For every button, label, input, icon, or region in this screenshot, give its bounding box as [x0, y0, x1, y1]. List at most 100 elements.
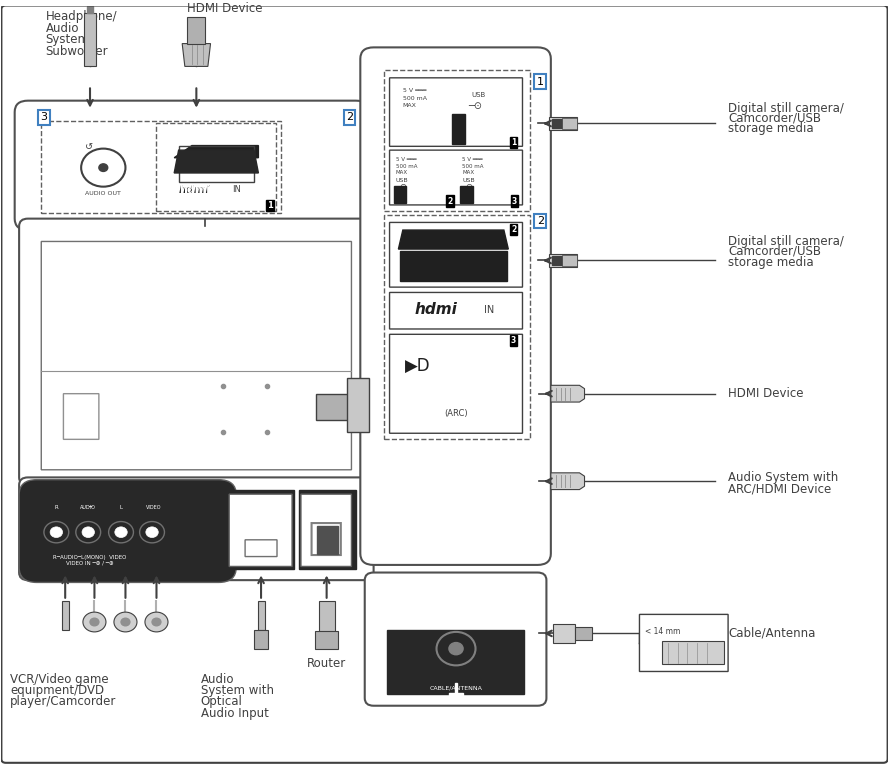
Polygon shape: [347, 379, 369, 432]
Text: 5 V ═══: 5 V ═══: [403, 88, 426, 93]
Text: Router: Router: [307, 657, 347, 670]
Polygon shape: [552, 119, 562, 127]
Text: AUDIO: AUDIO: [80, 505, 96, 511]
Text: Optical: Optical: [201, 695, 243, 708]
Circle shape: [114, 612, 137, 632]
Circle shape: [145, 612, 168, 632]
Polygon shape: [263, 478, 285, 488]
Text: storage media: storage media: [728, 122, 813, 135]
Text: Audio: Audio: [45, 22, 79, 35]
Text: VCR/Video game: VCR/Video game: [11, 673, 108, 686]
Circle shape: [449, 643, 463, 655]
Circle shape: [99, 164, 108, 171]
Polygon shape: [661, 641, 724, 664]
Polygon shape: [455, 683, 457, 696]
Polygon shape: [452, 114, 465, 144]
FancyBboxPatch shape: [19, 480, 236, 582]
Text: AUDIO OUT: AUDIO OUT: [85, 191, 121, 196]
Text: player/Camcorder: player/Camcorder: [11, 695, 116, 708]
Text: AUDIO OUT: AUDIO OUT: [245, 531, 276, 536]
Text: MAX: MAX: [396, 170, 408, 175]
Circle shape: [108, 521, 133, 543]
FancyBboxPatch shape: [389, 150, 523, 205]
Polygon shape: [551, 473, 585, 489]
Polygon shape: [562, 255, 578, 266]
Polygon shape: [400, 250, 507, 281]
FancyBboxPatch shape: [41, 241, 351, 470]
Polygon shape: [174, 146, 259, 157]
Text: equipment/DVD: equipment/DVD: [11, 684, 104, 697]
Polygon shape: [315, 631, 338, 649]
Text: 1: 1: [267, 201, 273, 210]
Text: Subwoofer: Subwoofer: [45, 45, 108, 58]
Text: VIDEO IN ─⊕ / ─⊕: VIDEO IN ─⊕ / ─⊕: [66, 561, 114, 566]
Text: 2: 2: [511, 225, 517, 233]
Circle shape: [140, 521, 164, 543]
Polygon shape: [182, 44, 211, 66]
Text: HDMI Device: HDMI Device: [188, 2, 263, 15]
Circle shape: [115, 527, 127, 538]
Circle shape: [44, 521, 68, 543]
FancyBboxPatch shape: [364, 572, 547, 706]
Text: 2: 2: [346, 112, 353, 122]
Polygon shape: [394, 186, 406, 204]
Polygon shape: [316, 394, 360, 420]
Bar: [156, 124, 276, 211]
Text: Digital still camera/: Digital still camera/: [728, 235, 844, 248]
Text: DIGITAL: DIGITAL: [249, 522, 273, 527]
Circle shape: [83, 612, 106, 632]
Bar: [41, 121, 281, 213]
FancyBboxPatch shape: [245, 540, 277, 557]
Text: ─⊙: ─⊙: [469, 101, 483, 111]
Text: IN: IN: [232, 185, 241, 194]
Text: ─⊙: ─⊙: [461, 182, 473, 191]
FancyBboxPatch shape: [389, 78, 523, 147]
Polygon shape: [549, 117, 578, 131]
Polygon shape: [61, 601, 68, 630]
Text: USB: USB: [471, 91, 485, 98]
Text: 5 V ═══: 5 V ═══: [462, 157, 483, 162]
Text: 3: 3: [512, 197, 517, 206]
Text: < 14 mm: < 14 mm: [645, 627, 680, 636]
Polygon shape: [76, 478, 99, 488]
Circle shape: [146, 527, 158, 538]
Text: Camcorder/USB: Camcorder/USB: [728, 111, 821, 124]
Text: (ARC): (ARC): [444, 409, 468, 418]
Polygon shape: [54, 488, 121, 496]
Polygon shape: [449, 693, 463, 696]
Text: 500 mA: 500 mA: [403, 96, 427, 101]
Polygon shape: [318, 601, 334, 633]
Text: Cable/Antenna: Cable/Antenna: [728, 627, 815, 640]
FancyBboxPatch shape: [389, 334, 523, 433]
Text: Audio: Audio: [201, 673, 235, 686]
Polygon shape: [549, 253, 578, 267]
Polygon shape: [553, 624, 575, 643]
Text: 1: 1: [537, 77, 544, 87]
Polygon shape: [551, 386, 585, 402]
Text: 5 V ═══: 5 V ═══: [396, 157, 416, 162]
Polygon shape: [316, 526, 338, 554]
Text: LAN: LAN: [320, 510, 333, 516]
Text: IN: IN: [484, 305, 494, 315]
FancyBboxPatch shape: [15, 101, 369, 230]
Text: (OPTICAL): (OPTICAL): [247, 513, 275, 518]
FancyBboxPatch shape: [63, 394, 99, 439]
Text: ─⊙: ─⊙: [395, 182, 407, 191]
Text: USB: USB: [462, 178, 475, 183]
Circle shape: [90, 618, 99, 626]
Text: CABLE/ANTENNA: CABLE/ANTENNA: [429, 686, 483, 690]
Text: 500 mA: 500 mA: [396, 164, 417, 169]
Polygon shape: [84, 13, 96, 66]
Polygon shape: [398, 230, 509, 249]
Text: hdmi: hdmi: [179, 185, 210, 195]
Text: R─AUDIO─L(MONO)  VIDEO: R─AUDIO─L(MONO) VIDEO: [53, 554, 127, 560]
Polygon shape: [575, 627, 592, 640]
Text: 2: 2: [447, 197, 453, 206]
Text: USB: USB: [396, 178, 408, 183]
Text: L: L: [119, 505, 123, 511]
Text: $\circlearrowleft$: $\circlearrowleft$: [83, 141, 94, 151]
FancyBboxPatch shape: [229, 494, 292, 567]
Text: hdmi: hdmi: [179, 185, 211, 195]
Text: hdmi: hdmi: [414, 303, 457, 317]
Bar: [384, 70, 531, 211]
